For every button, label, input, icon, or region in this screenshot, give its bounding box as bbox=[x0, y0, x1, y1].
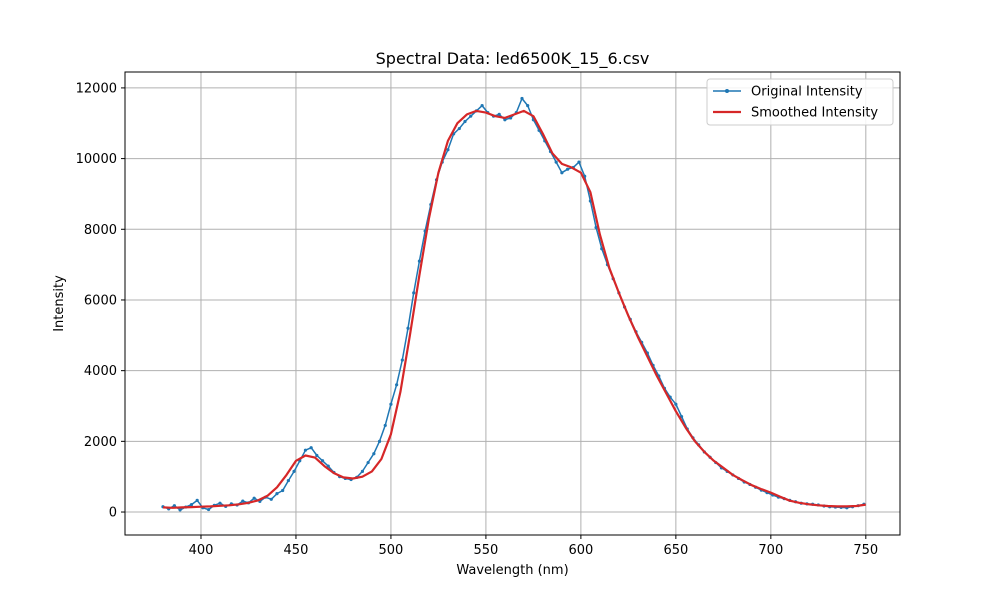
y-tick-label: 4000 bbox=[84, 364, 117, 379]
data-point bbox=[406, 326, 410, 330]
plot-frame bbox=[124, 71, 901, 536]
data-point bbox=[286, 478, 290, 483]
data-point bbox=[218, 501, 222, 505]
series-line-2 bbox=[162, 109, 866, 509]
grid-layer bbox=[125, 72, 900, 535]
data-point bbox=[178, 508, 182, 512]
data-point bbox=[469, 114, 473, 118]
y-tick-label: 0 bbox=[109, 506, 117, 521]
data-point bbox=[400, 358, 404, 362]
data-point bbox=[315, 453, 319, 458]
legend-entries: Original Intensity Smoothed Intensity bbox=[713, 85, 878, 121]
data-point bbox=[417, 259, 422, 263]
data-point bbox=[320, 459, 325, 463]
data-point bbox=[503, 118, 507, 122]
data-point bbox=[594, 225, 598, 230]
data-point bbox=[377, 439, 382, 443]
data-point bbox=[360, 469, 365, 473]
y-tick-label: 2000 bbox=[84, 435, 117, 450]
data-point bbox=[395, 383, 399, 387]
data-point bbox=[172, 504, 176, 508]
data-point bbox=[463, 119, 467, 124]
data-point bbox=[412, 291, 416, 295]
legend-box bbox=[706, 78, 894, 126]
data-point bbox=[281, 488, 285, 493]
data-point bbox=[554, 160, 558, 164]
data-point bbox=[560, 171, 564, 175]
y-tick-label: 8000 bbox=[84, 223, 117, 238]
x-tick-label: 750 bbox=[853, 543, 878, 558]
legend-label: Smoothed Intensity bbox=[751, 106, 878, 121]
data-point bbox=[241, 499, 245, 503]
data-point bbox=[520, 96, 524, 101]
data-point bbox=[189, 503, 194, 507]
data-point bbox=[389, 402, 393, 406]
data-point bbox=[269, 497, 273, 501]
x-tick-label: 450 bbox=[284, 543, 309, 558]
data-point bbox=[383, 423, 387, 428]
data-point bbox=[366, 460, 370, 465]
data-point bbox=[195, 498, 199, 502]
y-tick-label: 12000 bbox=[76, 81, 117, 96]
data-point bbox=[565, 167, 570, 171]
data-point bbox=[577, 160, 581, 164]
legend-marker bbox=[725, 89, 729, 93]
x-tick-label: 600 bbox=[568, 543, 593, 558]
x-axis-label: Wavelength (nm) bbox=[456, 563, 568, 578]
tick-layer: 400 450 500 550 600 650 700 750 0 2000 4000 6000 800… bbox=[76, 81, 879, 558]
data-point bbox=[252, 496, 256, 500]
x-tick-label: 550 bbox=[473, 543, 498, 558]
y-tick-label: 10000 bbox=[76, 152, 117, 167]
data-point bbox=[674, 402, 678, 406]
data-point bbox=[309, 446, 313, 450]
legend: Original Intensity Smoothed Intensity bbox=[706, 78, 894, 126]
data-point bbox=[206, 507, 211, 512]
x-tick-label: 500 bbox=[379, 543, 404, 558]
data-point bbox=[275, 492, 279, 496]
data-point bbox=[526, 103, 530, 108]
x-tick-label: 400 bbox=[189, 543, 214, 558]
chart-title: Spectral Data: led6500K_15_6.csv bbox=[376, 49, 650, 69]
y-axis-label: Intensity bbox=[52, 275, 67, 332]
legend-label: Original Intensity bbox=[751, 85, 863, 100]
data-point bbox=[372, 452, 376, 456]
x-tick-label: 650 bbox=[663, 543, 688, 558]
data-point bbox=[326, 464, 330, 468]
data-point bbox=[497, 112, 501, 117]
data-point bbox=[457, 126, 461, 131]
data-point bbox=[480, 103, 484, 108]
data-point bbox=[446, 148, 450, 152]
series-layer bbox=[161, 96, 866, 512]
x-tick-label: 700 bbox=[758, 543, 783, 558]
data-point bbox=[292, 469, 296, 473]
data-point bbox=[303, 448, 308, 452]
y-tick-label: 6000 bbox=[84, 293, 117, 308]
